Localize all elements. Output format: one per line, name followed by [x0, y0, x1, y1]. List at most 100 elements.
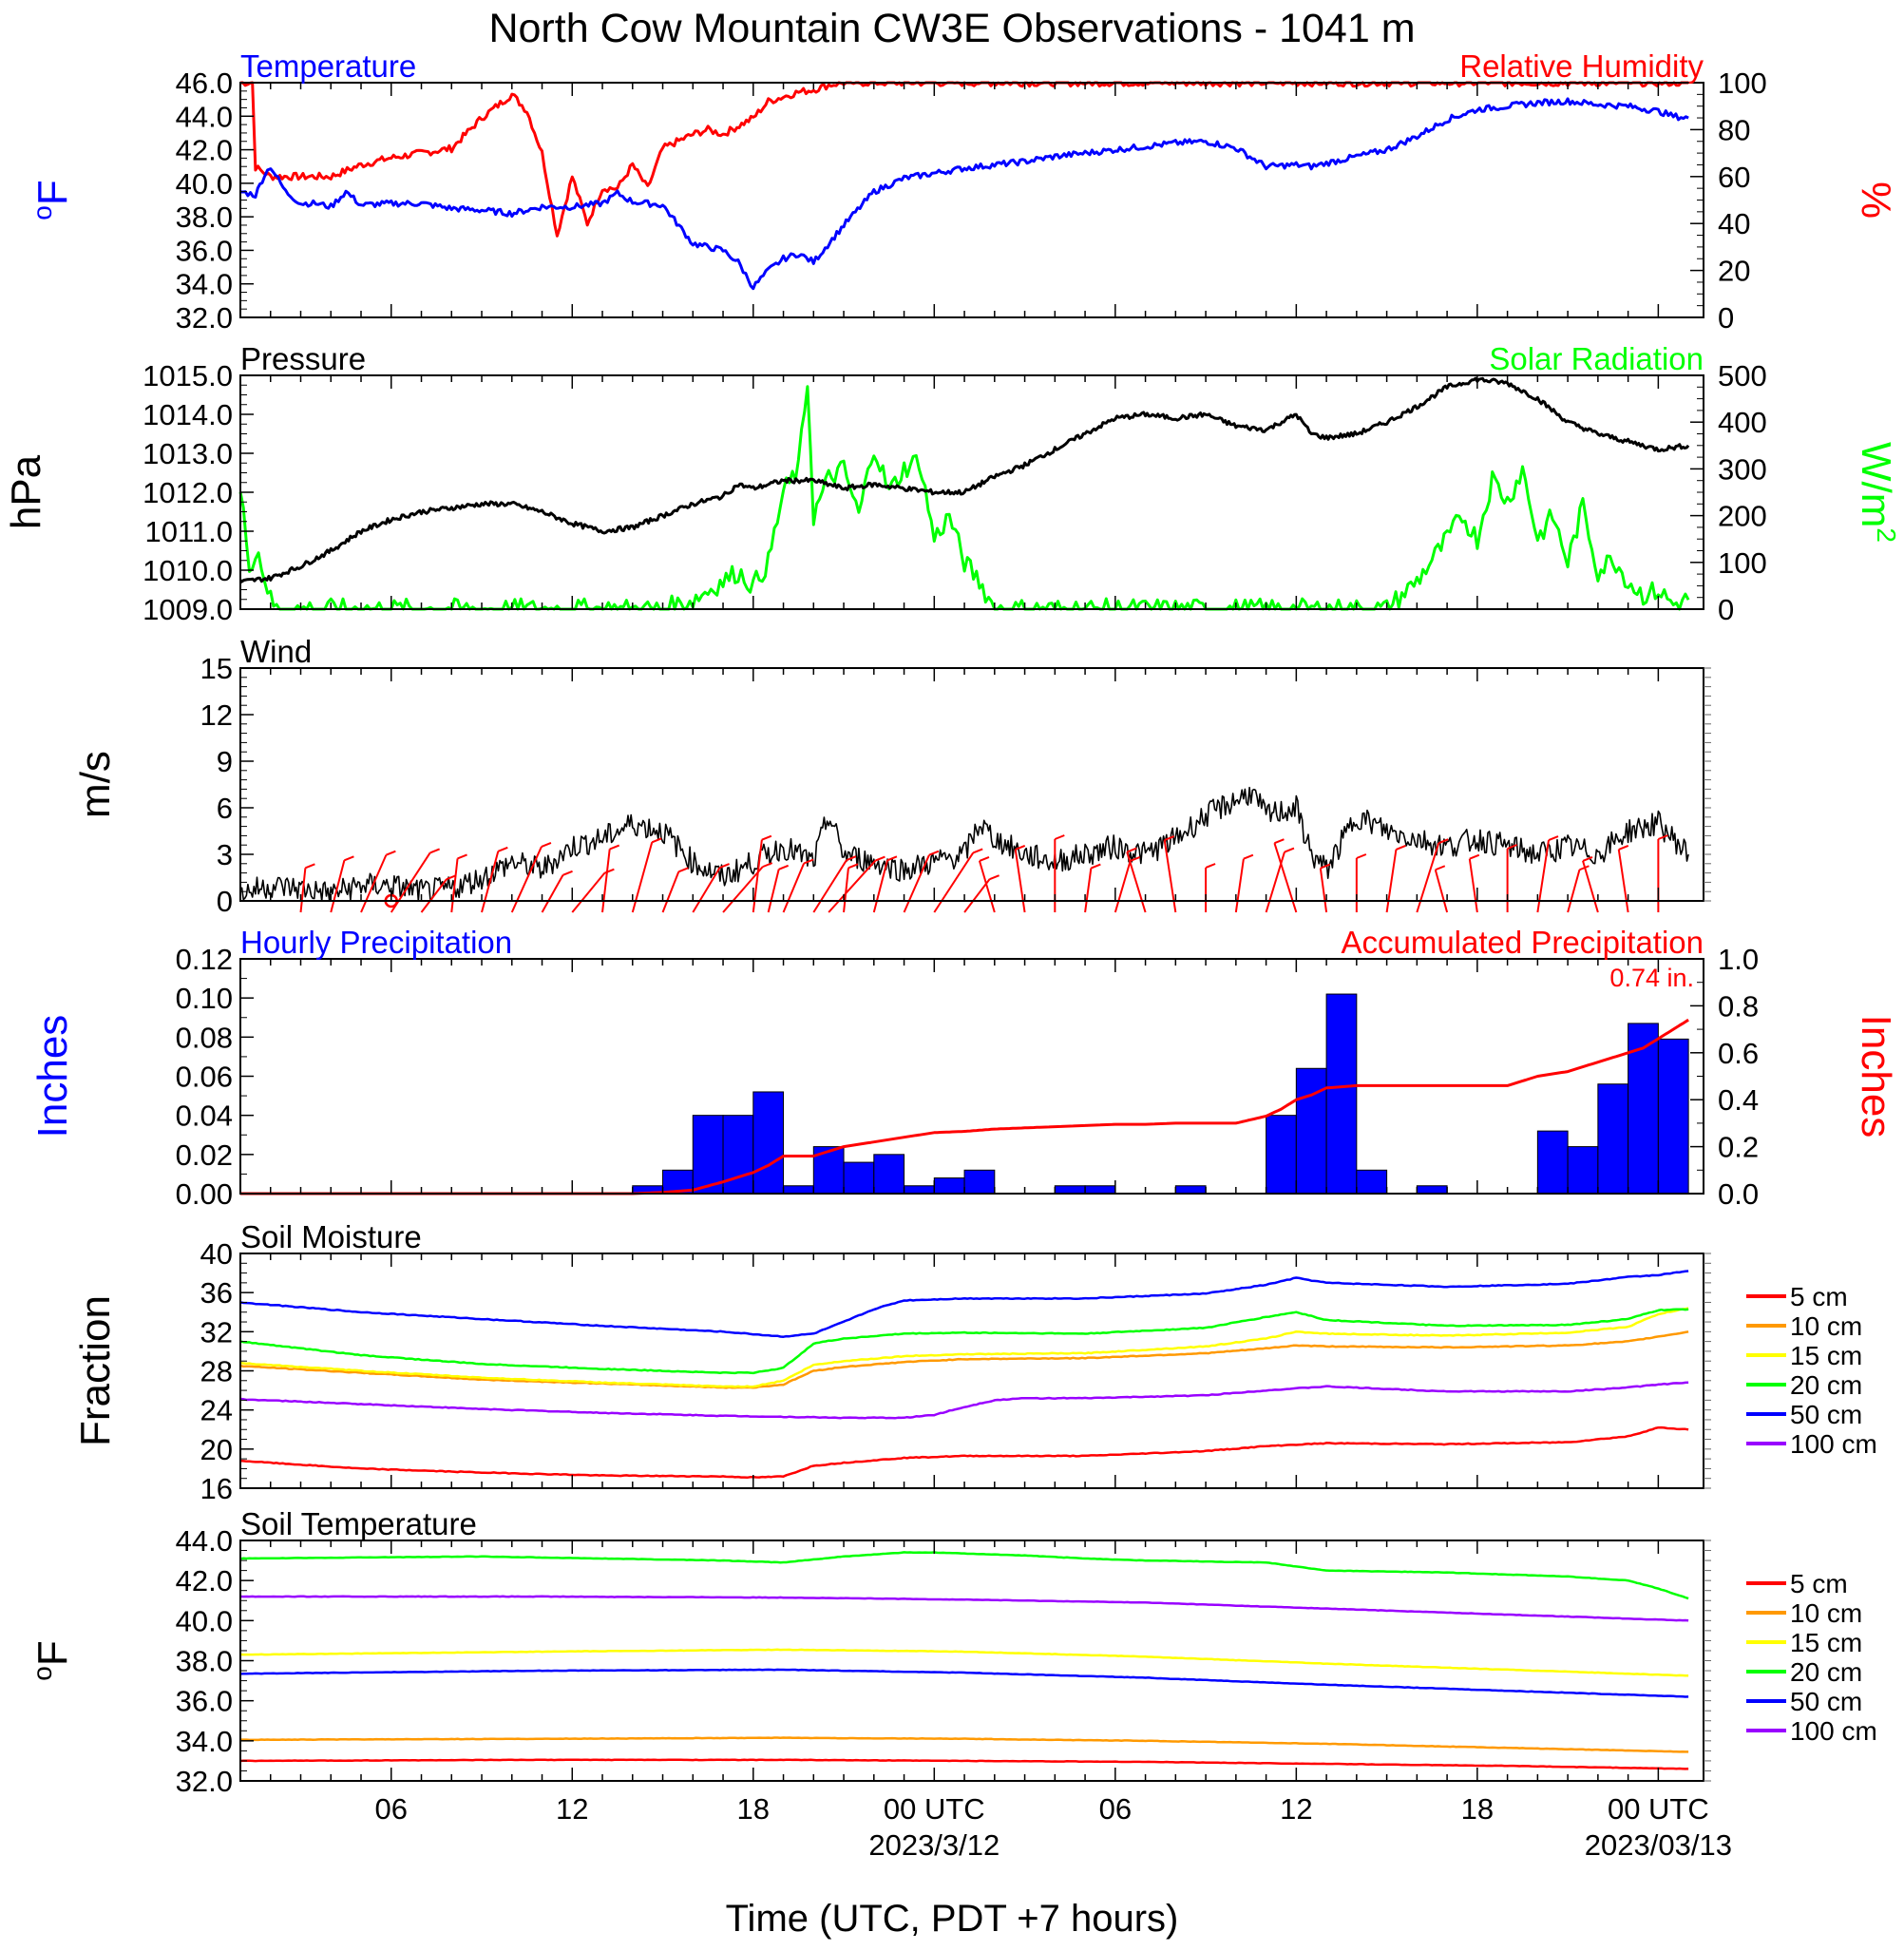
precip-right-y-tick-label: 1.0	[1718, 943, 1759, 976]
temp-rh-right-y-tick-label: 20	[1718, 255, 1750, 288]
precip-bar	[1356, 1169, 1388, 1195]
wind-left-title: Wind	[240, 634, 312, 669]
pressure-right-title: Solar Radiation	[1489, 341, 1704, 376]
wind-speed-line	[239, 786, 1689, 902]
soil-moisture-plot-frame	[239, 1253, 1704, 1489]
soil-temp-line-5cm	[239, 1758, 1689, 1770]
soil-moisture-line-10cm	[239, 1330, 1689, 1389]
x-tick-label: 00 UTC	[884, 1792, 985, 1826]
wind-barb	[1319, 868, 1328, 913]
temp-rh-left-y-tick-label: 34.0	[176, 268, 233, 301]
temp-rh-left-y-tick-label: 46.0	[176, 67, 233, 100]
wind-barb	[510, 846, 543, 913]
precip-ylabel-left: Inches	[29, 1015, 76, 1138]
wind-barb-flag	[778, 864, 790, 870]
wind-barb-flag	[847, 863, 859, 870]
wind-barb	[661, 870, 680, 913]
precip-bar	[752, 1091, 785, 1195]
precip-left-y-tick-label: 0.00	[176, 1177, 233, 1211]
wind-ylabel: m/s	[72, 751, 119, 818]
soil-temp-ylabel: oF	[28, 1640, 76, 1680]
wind-barb	[782, 863, 806, 913]
wind-barb-flag	[1130, 855, 1141, 862]
wind-barb	[1582, 860, 1599, 913]
soil-temp-legend-label: 10 cm	[1790, 1598, 1862, 1628]
soil-moisture-left-y-tick-label: 36	[200, 1276, 233, 1310]
chart-fills	[632, 993, 1689, 1195]
temp-rh-left-y-tick-label: 42.0	[176, 134, 233, 167]
precip-right-y-tick-label: 0.6	[1718, 1037, 1759, 1070]
wind-barb-flag	[989, 874, 1000, 881]
wind-barb-flag	[1090, 863, 1101, 870]
wind-barb-flag	[1469, 853, 1480, 860]
wind-barb-flag	[1126, 847, 1137, 853]
temp-rh-right-y-tick-label: 40	[1718, 207, 1750, 240]
soil-moisture-legend-label: 15 cm	[1790, 1341, 1862, 1370]
precip-bar	[1325, 993, 1358, 1195]
wind-barb-flag	[719, 863, 730, 869]
precip-bar	[933, 1177, 965, 1195]
soil-temp-line-15cm	[239, 1648, 1689, 1677]
wind-barb	[872, 860, 888, 913]
precip-bar	[1084, 1185, 1116, 1195]
precip-left-y-tick-label: 0.12	[176, 943, 233, 976]
precip-bar	[963, 1169, 996, 1195]
temp-rh-left-y-tick-label: 32.0	[176, 301, 233, 335]
temp-rh-left-y-tick-label: 36.0	[176, 234, 233, 267]
wind-barb-flag	[541, 842, 552, 848]
pressure-ylabel-left: hPa	[3, 454, 49, 529]
temp-rh-left-y-tick-label: 44.0	[176, 100, 233, 133]
wind-barb-flag	[979, 855, 990, 862]
temp-rh-left-title: Temperature	[240, 48, 416, 84]
soil-moisture-legend-label: 100 cm	[1790, 1429, 1877, 1459]
soil-temp-plot-frame	[239, 1540, 1704, 1782]
soil-temp-left-y-tick-label: 44.0	[176, 1524, 233, 1558]
wind-barb	[979, 860, 996, 913]
pressure-left-y-tick-label: 1013.0	[143, 437, 233, 470]
soil-temp-left-y-tick-label: 40.0	[176, 1604, 233, 1637]
soil-temp-legend-label: 5 cm	[1790, 1569, 1848, 1598]
pressure-left-y-tick-label: 1015.0	[143, 359, 233, 392]
soil-moisture-line-15cm	[239, 1307, 1689, 1388]
wind-barb-flag	[1320, 863, 1331, 870]
wind-barb-flag	[305, 863, 315, 870]
soil-moisture-line-5cm	[239, 1425, 1689, 1480]
soil-temp-legend-label: 50 cm	[1790, 1687, 1862, 1716]
soil-temp-left-y-tick-label: 34.0	[176, 1725, 233, 1758]
precip-bar	[843, 1161, 875, 1195]
soil-moisture-ylabel: Fraction	[72, 1295, 119, 1446]
temp-rh-right-y-tick-label: 60	[1718, 161, 1750, 194]
soil-moisture-left-y-tick-label: 28	[200, 1355, 233, 1388]
wind-barb	[903, 854, 930, 913]
precip-left-y-tick-label: 0.08	[176, 1021, 233, 1054]
precip-left-y-tick-label: 0.04	[176, 1100, 233, 1133]
wind-barb-flag	[1274, 838, 1285, 845]
wind-barb-flag	[1435, 865, 1446, 871]
pressure-ylabel-right: W/m2	[1853, 442, 1901, 543]
soil-moisture-left-y-tick-label: 20	[200, 1433, 233, 1466]
wind-barb-flag	[677, 867, 689, 873]
soil-moisture-legend-label: 50 cm	[1790, 1400, 1862, 1429]
soil-moisture-left-y-tick-label: 40	[200, 1237, 233, 1271]
pressure-left-y-tick-label: 1011.0	[144, 515, 233, 548]
solar-radiation-line	[238, 385, 1690, 611]
wind-left-y-tick-label: 6	[217, 792, 233, 825]
wind-barb-flag	[1507, 844, 1517, 850]
precip-left-y-tick-label: 0.10	[176, 982, 233, 1015]
temp-rh-ylabel-left: oF	[28, 180, 76, 220]
soil-moisture-left-y-tick-label: 32	[200, 1315, 233, 1348]
wind-barb	[420, 878, 447, 913]
precip-plot-frame	[239, 958, 1704, 1195]
wind-barb	[1617, 849, 1629, 913]
precip-ylabel-right: Inches	[1853, 1015, 1899, 1138]
wind-barb	[933, 851, 975, 913]
accumulated-total-label: 0.74 in.	[1609, 964, 1694, 992]
soil-moisture-line-100cm	[239, 1381, 1689, 1420]
wind-barb-flag	[1284, 847, 1295, 853]
soil-temp-left-y-tick-label: 36.0	[176, 1685, 233, 1718]
wind-barb	[1273, 842, 1298, 913]
soil-moisture-line-20cm	[239, 1308, 1689, 1375]
x-tick-label: 18	[1461, 1792, 1494, 1826]
soil-temp-legend-label: 20 cm	[1790, 1657, 1862, 1687]
